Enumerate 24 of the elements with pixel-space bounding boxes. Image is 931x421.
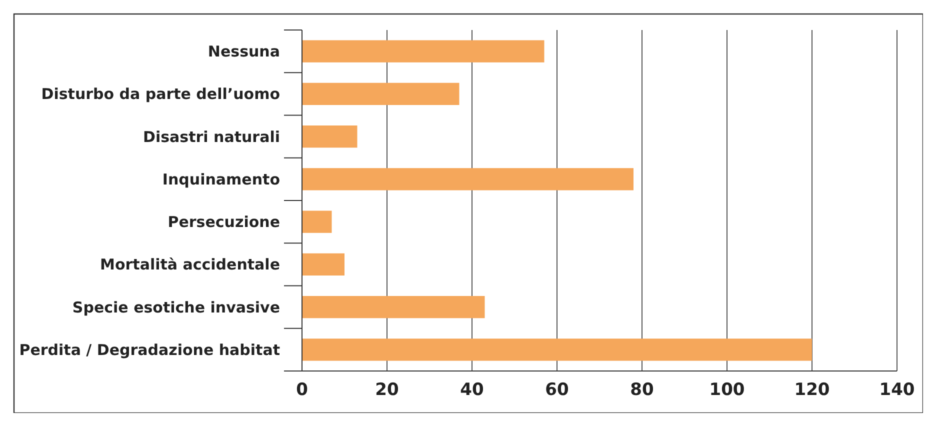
y-tick-label: Inquinamento <box>162 170 280 188</box>
x-tick-label: 0 <box>296 380 308 400</box>
y-tick-label: Mortalità accidentale <box>100 256 280 274</box>
bar <box>302 82 460 106</box>
bar <box>302 40 544 62</box>
y-tick-label: Disastri naturali <box>143 128 280 146</box>
y-tick-label: Disturbo da parte dell’uomo <box>41 85 280 104</box>
x-tick-label: 140 <box>879 380 915 400</box>
x-tick-label: 100 <box>709 380 745 400</box>
y-tick-label: Perdita / Degradazione habitat <box>19 340 280 359</box>
bar <box>302 338 812 361</box>
x-tick-label: 60 <box>545 380 569 400</box>
y-tick-label: Persecuzione <box>168 213 280 232</box>
bar <box>302 210 332 233</box>
x-tick-label: 40 <box>460 380 484 400</box>
x-tick-label: 20 <box>375 380 399 400</box>
y-tick-label: Specie esotiche invasive <box>72 298 280 316</box>
x-tick-label: 120 <box>794 380 830 400</box>
bar <box>302 125 358 148</box>
y-tick-label: Nessuna <box>208 42 280 61</box>
x-tick-label: 80 <box>630 380 654 400</box>
bar <box>302 253 344 276</box>
bar <box>302 168 634 190</box>
bar <box>302 296 485 318</box>
